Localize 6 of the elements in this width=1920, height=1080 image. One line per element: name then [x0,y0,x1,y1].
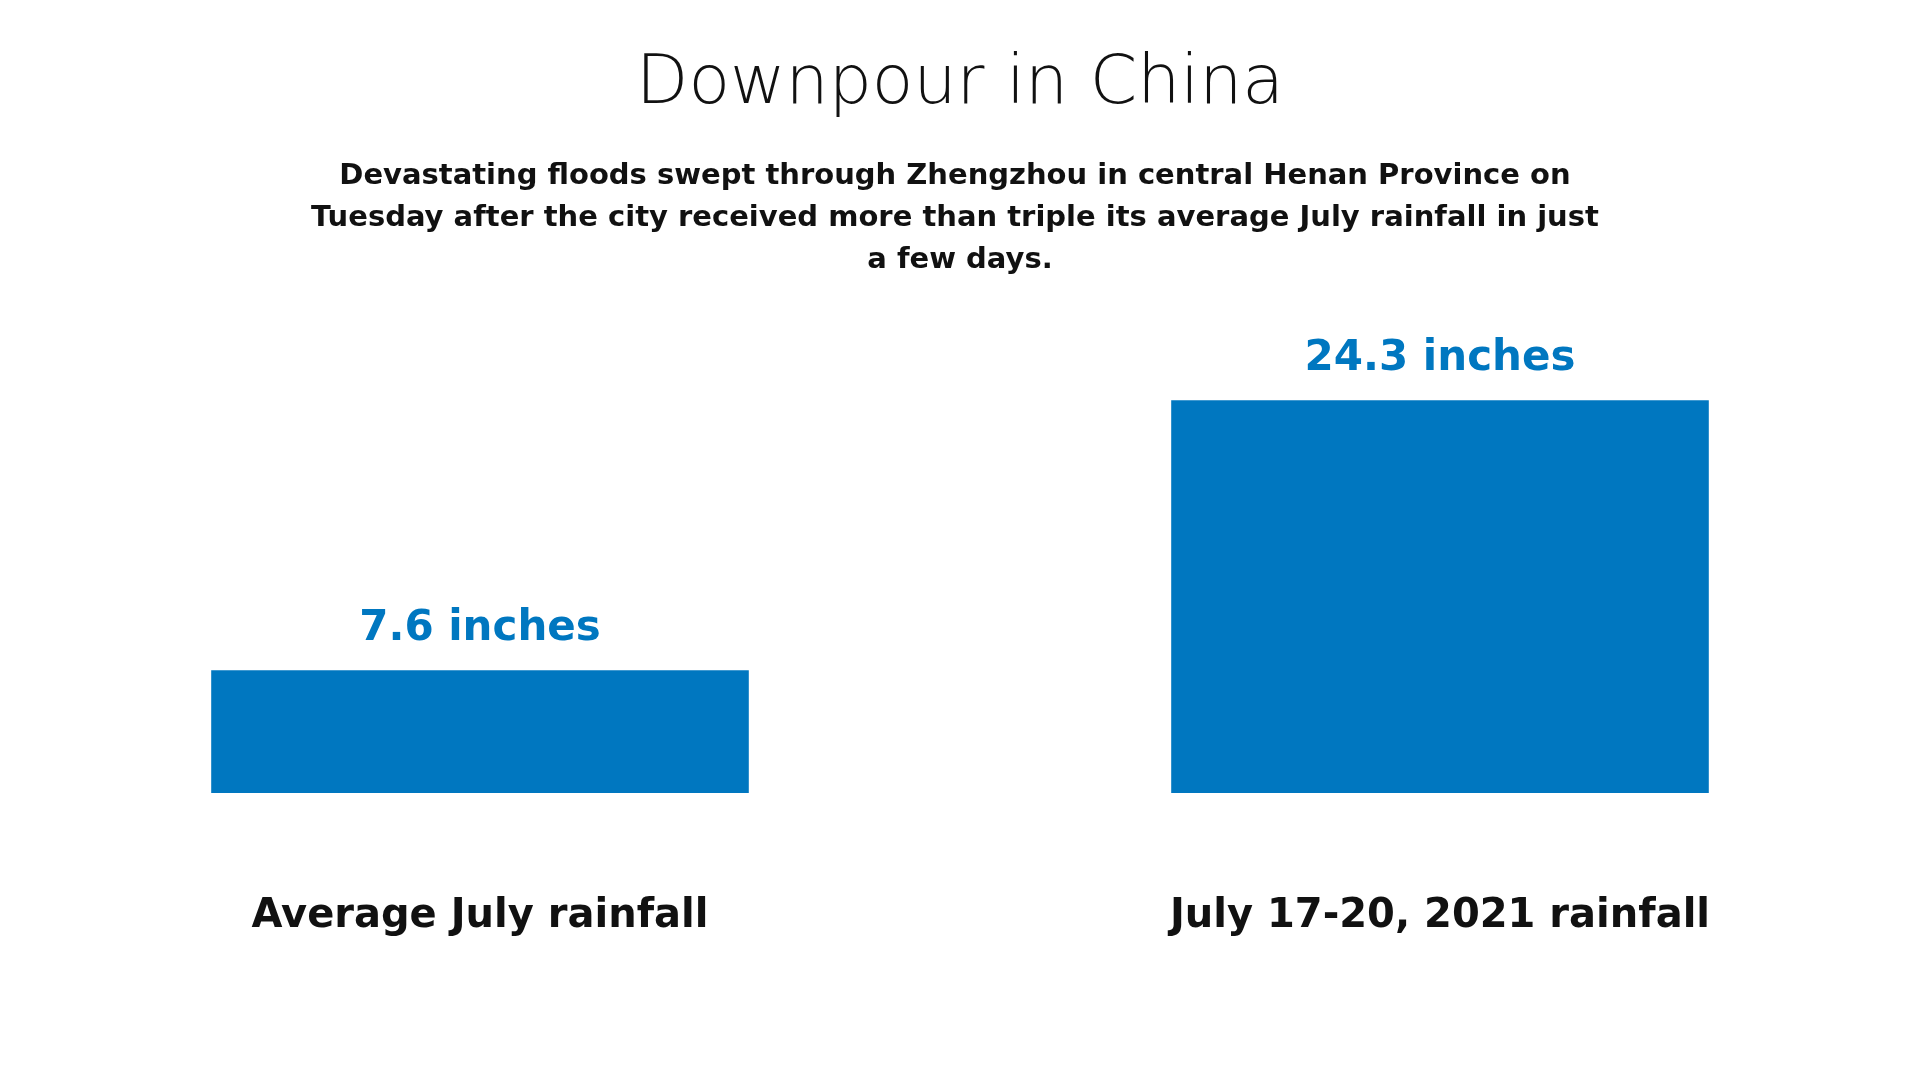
x-tick-label: July 17-20, 2021 rainfall [1166,890,1711,936]
data-label: 24.3 inches [1304,330,1576,380]
chart-title: Downpour in China [636,39,1284,119]
x-tick-label: Average July rainfall [251,890,709,936]
data-label: 7.6 inches [359,600,601,650]
chart-subtitle: Devastating floods swept through Zhengzhou in central Henan Province on Tuesday after the city received more than triple its average July rainfall in just a few days. [311,157,1609,275]
